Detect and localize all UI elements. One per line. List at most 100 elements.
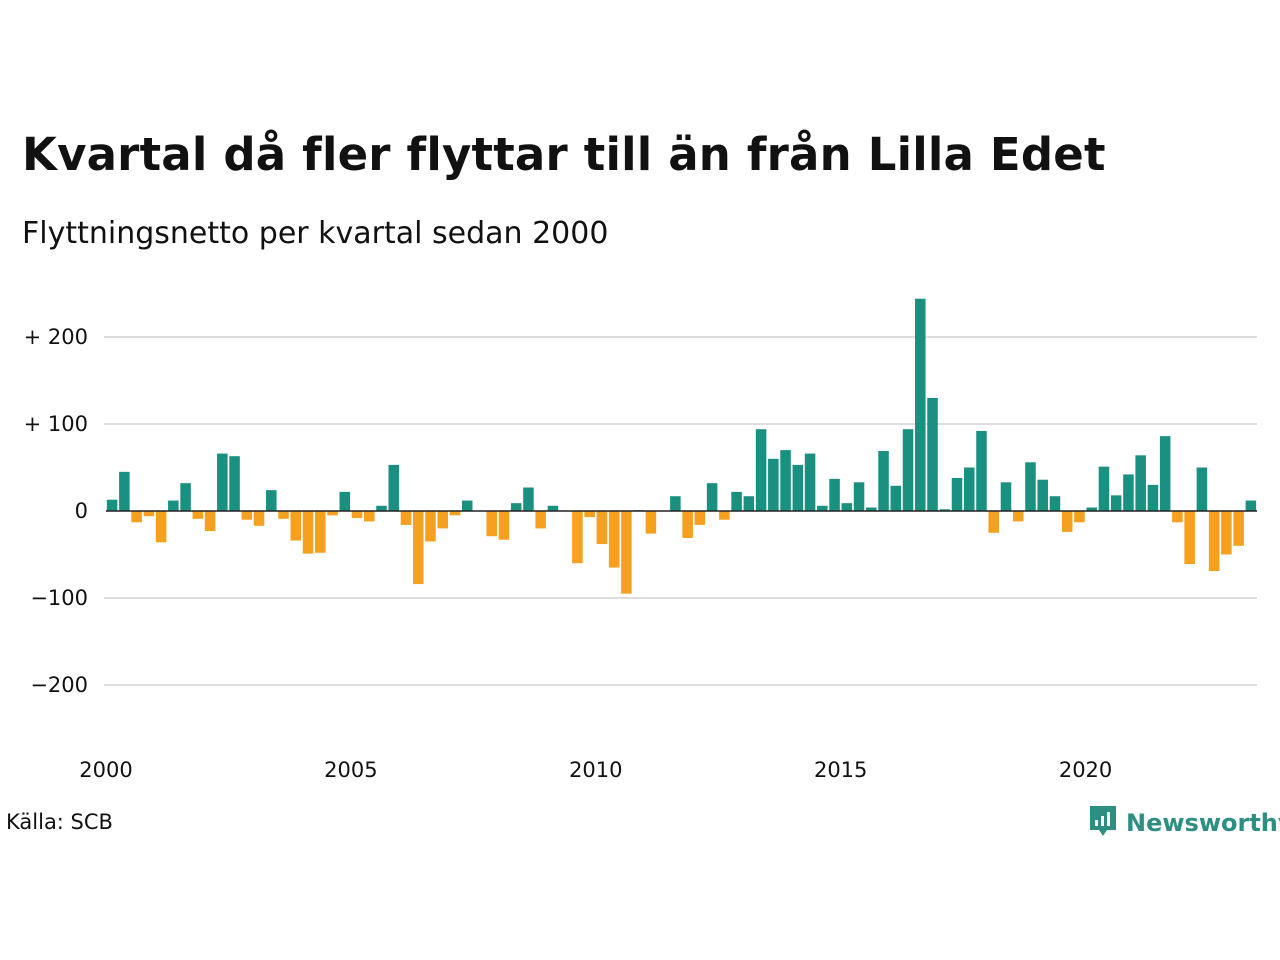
bar <box>119 471 130 511</box>
bar <box>461 500 473 511</box>
bar <box>364 511 375 522</box>
bar <box>841 503 853 511</box>
bar <box>963 467 975 511</box>
bar <box>412 511 424 585</box>
bar <box>829 478 840 511</box>
bar <box>510 503 522 511</box>
bar <box>351 511 363 518</box>
bar <box>547 505 559 511</box>
bar <box>217 453 228 511</box>
bar <box>1061 511 1073 532</box>
bar <box>1147 484 1159 511</box>
bar <box>670 496 681 511</box>
bar <box>866 507 877 511</box>
bar <box>584 511 595 518</box>
bar <box>1196 467 1208 511</box>
bar <box>168 500 179 511</box>
bar <box>192 511 204 519</box>
bar <box>1037 479 1048 511</box>
bar <box>131 511 142 523</box>
bar <box>608 511 620 568</box>
x-tick-label: 2015 <box>814 758 867 782</box>
bar <box>155 511 167 543</box>
bar <box>1172 511 1183 523</box>
bar <box>302 511 314 554</box>
bar <box>719 511 730 520</box>
bar <box>1135 455 1146 511</box>
bar <box>853 482 865 511</box>
bar <box>1184 511 1195 565</box>
bar <box>731 491 742 511</box>
bar <box>743 496 755 511</box>
bar <box>1233 511 1244 546</box>
x-tick-label: 2000 <box>79 758 132 782</box>
bar <box>1221 511 1232 555</box>
bar <box>621 511 632 594</box>
bar <box>376 505 387 511</box>
grid-layer <box>104 336 1257 686</box>
bar <box>437 511 448 529</box>
bar <box>498 511 510 540</box>
bar <box>1123 474 1134 511</box>
bar <box>143 511 155 517</box>
bar <box>927 397 938 511</box>
bar <box>1000 482 1012 511</box>
bar <box>1025 462 1036 511</box>
bar <box>572 511 583 564</box>
bar <box>951 477 963 511</box>
brand-logo: Newsworthy <box>1088 804 1280 842</box>
y-axis-ticks: + 200 + 100 0 −100 −200 <box>24 325 88 697</box>
bar <box>804 453 816 511</box>
bar <box>339 491 351 511</box>
bar <box>645 511 657 534</box>
bar <box>878 450 889 511</box>
bar <box>400 511 412 525</box>
y-tick-label: −200 <box>30 673 88 697</box>
bar <box>1086 507 1097 511</box>
bar <box>1074 511 1085 523</box>
bar <box>425 511 436 542</box>
bar <box>290 511 302 541</box>
chart-title: Kvartal då fler flyttar till än från Lil… <box>22 128 1106 181</box>
bar <box>780 450 791 511</box>
bar <box>939 509 951 511</box>
y-tick-label: 0 <box>75 499 88 523</box>
bar <box>486 511 497 537</box>
source-note: Källa: SCB <box>6 810 113 834</box>
bar <box>915 298 926 511</box>
bar <box>278 511 289 519</box>
bar <box>1012 511 1024 522</box>
brand-name: Newsworthy <box>1126 809 1280 837</box>
y-tick-label: + 200 <box>24 325 88 349</box>
bar <box>1049 496 1061 511</box>
x-tick-label: 2005 <box>324 758 377 782</box>
bar <box>327 511 338 516</box>
bar <box>792 464 804 511</box>
bar <box>1245 500 1257 511</box>
bar <box>449 511 461 516</box>
bar <box>694 511 706 525</box>
bar <box>1208 511 1220 572</box>
bar <box>266 490 277 511</box>
bar <box>253 511 265 526</box>
bar <box>106 499 118 511</box>
bar <box>988 511 999 533</box>
bar <box>523 487 534 511</box>
chart-subtitle: Flyttningsnetto per kvartal sedan 2000 <box>22 216 609 251</box>
bar <box>241 511 253 520</box>
bar <box>682 511 693 538</box>
bar <box>902 429 914 511</box>
x-tick-label: 2020 <box>1059 758 1112 782</box>
bar-layer <box>106 298 1257 594</box>
newsworthy-logo-icon <box>1088 804 1118 842</box>
bar <box>1098 466 1110 511</box>
y-tick-label: −100 <box>30 586 88 610</box>
y-tick-label: + 100 <box>24 412 88 436</box>
bar <box>768 458 779 511</box>
bar <box>890 485 902 511</box>
bar <box>204 511 216 532</box>
bar <box>1110 495 1122 511</box>
bar <box>315 511 326 553</box>
bar <box>976 430 987 511</box>
